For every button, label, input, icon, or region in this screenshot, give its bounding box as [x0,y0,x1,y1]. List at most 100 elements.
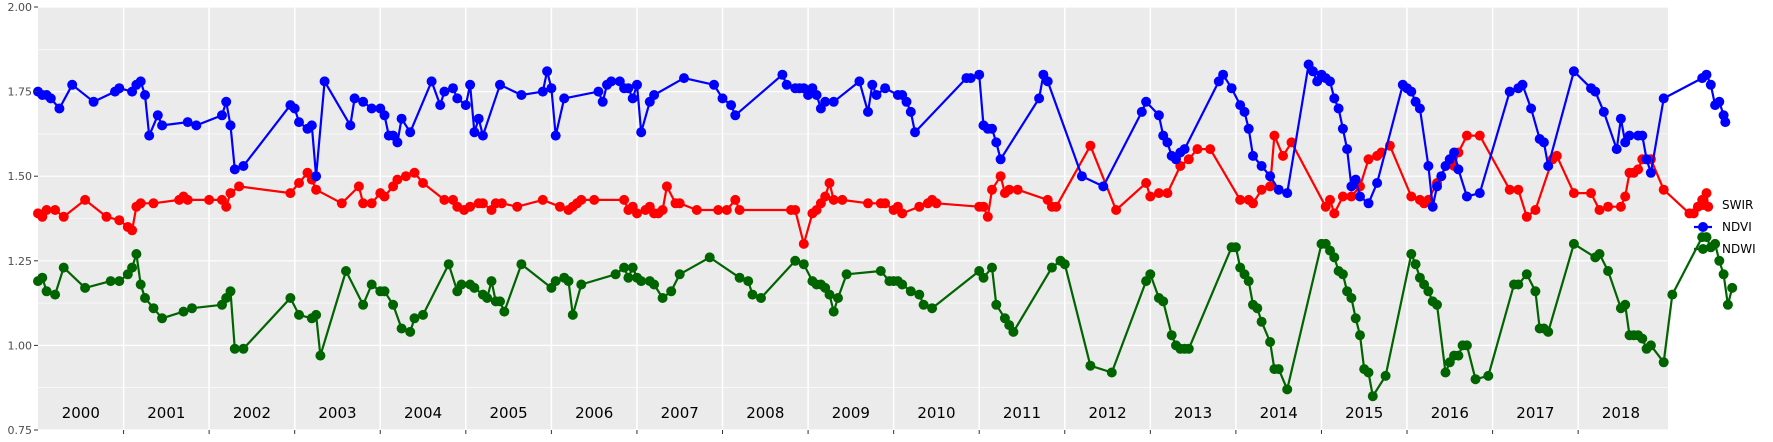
data-point [1603,201,1614,212]
data-point [1517,79,1528,90]
data-point [730,110,741,121]
data-point [1363,198,1374,209]
data-point [1611,144,1622,155]
data-point [713,205,724,215]
data-point [379,286,390,297]
data-point [1714,255,1725,266]
data-point [619,262,630,273]
year-label: 2004 [404,404,442,422]
data-point [358,198,369,209]
data-point [409,313,420,324]
data-point [1269,130,1280,141]
data-point [828,96,839,107]
data-point [1598,106,1609,117]
data-point [709,79,719,90]
year-label: 2007 [661,404,699,422]
data-point [1615,113,1626,124]
data-point [405,326,416,337]
data-point [217,110,227,121]
data-point [730,194,741,205]
data-point [546,83,557,94]
data-point [50,205,61,215]
data-point [982,211,993,222]
data-point [828,306,839,317]
data-point [1543,326,1554,337]
data-point [1239,106,1250,117]
data-point [1423,161,1434,171]
data-point [589,194,600,205]
data-point [311,309,322,320]
grid-lines [38,6,1668,431]
data-point [140,293,150,303]
data-point [152,110,163,121]
data-point [477,198,488,209]
y-axis: 0.75 1.00 1.25 1.50 1.75 2.00 [8,1,1579,437]
year-label: 2001 [147,404,185,422]
data-point [157,120,168,131]
year-label: 2015 [1345,404,1383,422]
data-point [576,194,587,205]
data-point [1367,391,1378,402]
data-point [537,86,548,97]
data-point [550,276,561,287]
data-point [1046,262,1057,273]
data-point [798,238,809,249]
data-point [349,93,360,104]
data-point [777,69,788,80]
data-point [576,279,587,290]
data-point [1282,384,1293,395]
data-point [1658,357,1669,368]
data-point [914,289,925,300]
data-point [1346,293,1357,303]
data-point [1453,350,1464,361]
data-point [37,272,48,283]
data-point [178,306,189,317]
data-point [379,191,390,202]
data-point [790,255,801,266]
data-point [1265,181,1276,192]
data-point [965,73,976,84]
data-point [828,194,839,205]
data-point [469,282,480,293]
data-point [1218,69,1229,80]
data-point [1483,370,1494,381]
data-point [1273,184,1284,195]
data-point [486,276,497,287]
data-point [841,269,852,280]
data-point [41,205,52,215]
data-point [1474,188,1485,199]
data-point [1098,181,1109,192]
data-point [306,120,317,131]
data-point [80,194,91,205]
data-point [743,276,754,287]
data-point [554,201,565,212]
data-point [1363,154,1374,165]
year-label: 2013 [1174,404,1212,422]
data-point [824,178,835,188]
data-point [1337,191,1348,202]
data-point [1350,174,1361,185]
data-point [495,79,505,90]
data-point [674,269,685,280]
data-point [1363,367,1374,378]
data-point [1504,86,1515,97]
data-point [1526,103,1537,114]
data-point [1406,191,1417,202]
data-point [1551,150,1562,161]
data-point [396,323,407,334]
data-point [1423,286,1434,297]
year-label: 2008 [746,404,784,422]
data-point [1406,249,1417,259]
data-point [661,181,672,192]
data-point [452,93,463,104]
data-point [512,201,523,212]
data-point [1076,171,1087,182]
data-point [597,96,608,107]
data-point [627,93,638,104]
data-point [1145,191,1156,202]
data-point [366,198,377,209]
data-point [1141,96,1152,107]
data-point [1513,279,1524,290]
data-point [721,205,732,215]
data-point [135,198,146,209]
